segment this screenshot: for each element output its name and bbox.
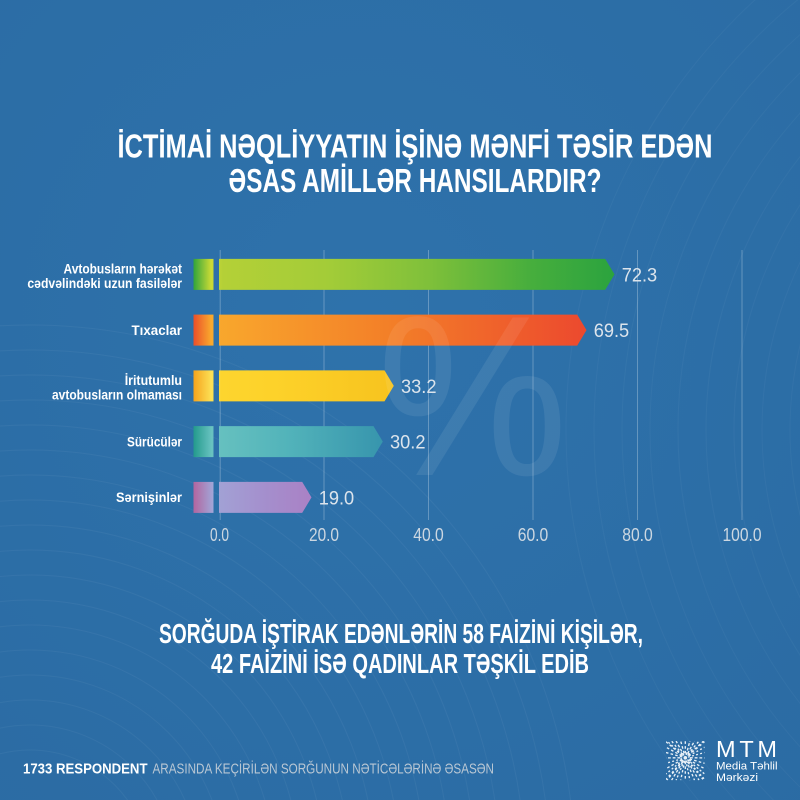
- svg-text:ƏSAS AMİLLƏR HANSILARDIR?: ƏSAS AMİLLƏR HANSILARDIR?: [229, 163, 602, 200]
- svg-text:42 FAİZİNİ İSƏ QADINLAR TƏŞKİL: 42 FAİZİNİ İSƏ QADINLAR TƏŞKİL EDİB: [211, 648, 589, 679]
- svg-text:33.2: 33.2: [401, 376, 437, 398]
- svg-text:69.5: 69.5: [594, 320, 630, 342]
- svg-text:80.0: 80.0: [622, 525, 653, 545]
- svg-text:SORĞUDA İŞTİRAK EDƏNLƏRİN 58 F: SORĞUDA İŞTİRAK EDƏNLƏRİN 58 FAİZİNİ KİŞ…: [159, 618, 643, 649]
- svg-text:MTM: MTM: [716, 736, 777, 762]
- svg-text:100.0: 100.0: [723, 525, 762, 545]
- svg-text:Media Təhlil: Media Təhlil: [716, 761, 778, 773]
- svg-text:0.0: 0.0: [210, 525, 229, 545]
- svg-text:Sərnişinlər: Sərnişinlər: [116, 489, 182, 505]
- svg-text:İCTİMAİ NƏQLİYYATIN İŞİNƏ MƏNF: İCTİMAİ NƏQLİYYATIN İŞİNƏ MƏNFİ TƏSİR ED…: [118, 129, 713, 166]
- svg-text:ARASINDA KEÇİRİLƏN SORĞUNUN NƏ: ARASINDA KEÇİRİLƏN SORĞUNUN NƏTİCƏLƏRİNƏ…: [153, 759, 495, 777]
- svg-text:avtobusların olmaması: avtobusların olmaması: [52, 386, 182, 402]
- svg-text:30.2: 30.2: [390, 432, 426, 454]
- svg-text:cədvəlindəki uzun fasilələr: cədvəlindəki uzun fasilələr: [27, 275, 182, 291]
- svg-text:40.0: 40.0: [413, 525, 444, 545]
- svg-text:Tıxaclar: Tıxaclar: [132, 322, 183, 338]
- svg-text:60.0: 60.0: [518, 525, 549, 545]
- svg-text:19.0: 19.0: [319, 487, 355, 509]
- svg-text:%: %: [377, 269, 568, 525]
- svg-text:Mərkəzi: Mərkəzi: [716, 772, 758, 784]
- svg-text:Avtobusların hərəkət: Avtobusların hərəkət: [64, 260, 183, 276]
- svg-text:İritutumlu: İritutumlu: [125, 372, 182, 388]
- svg-text:Sürücülər: Sürücülər: [127, 433, 182, 449]
- svg-text:20.0: 20.0: [309, 525, 339, 545]
- svg-text:1733 RESPONDENT: 1733 RESPONDENT: [23, 760, 148, 777]
- svg-text:72.3: 72.3: [622, 264, 658, 286]
